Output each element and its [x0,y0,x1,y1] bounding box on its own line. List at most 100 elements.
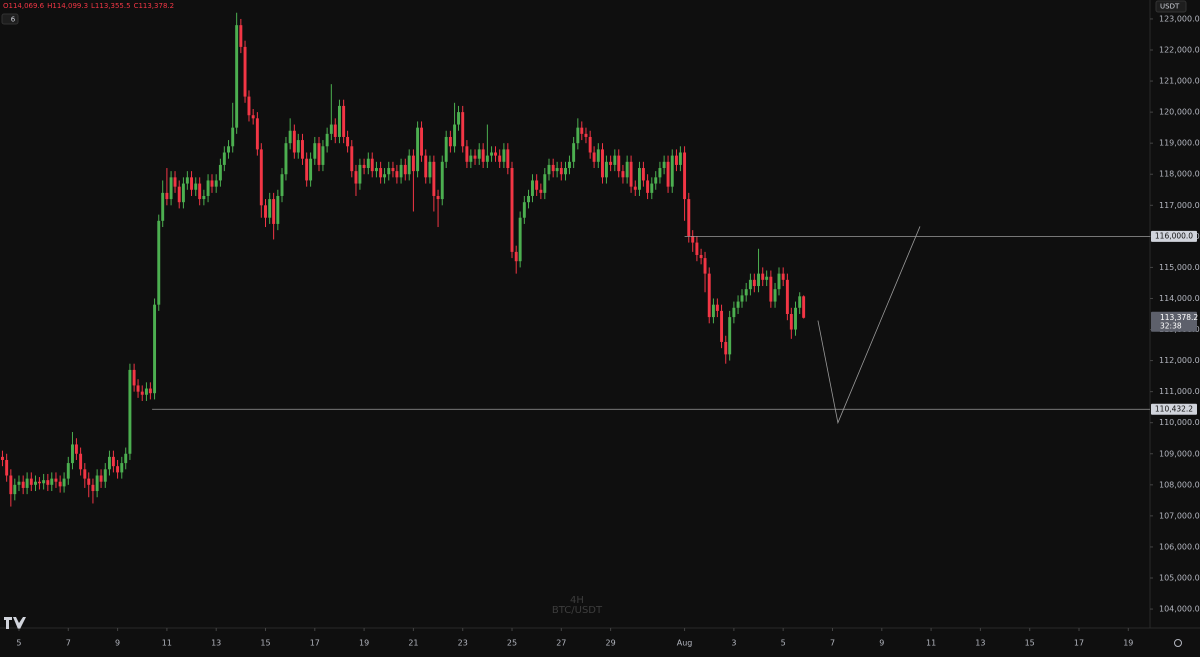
candle-body [91,484,95,492]
y-tick-label: 115,000.0 [1159,263,1200,272]
plot [0,12,1150,507]
candle-body [662,161,666,169]
candle-body [391,168,395,172]
candle-body [177,186,181,203]
logo[interactable] [4,617,26,629]
currency[interactable]: USDT [1160,3,1180,11]
candle-body [711,304,715,318]
candle-body [535,180,539,190]
ohlc-value: L113,355.5 [91,2,131,10]
ohlc-value: H114,099.3 [47,2,88,10]
candle-body [255,118,259,150]
candle-body [658,168,662,178]
candle-body [83,469,87,479]
candle-body [62,478,66,487]
candle-body [227,146,230,153]
currency-badge[interactable] [1155,0,1187,13]
candle-body [272,199,276,224]
candle-body [325,133,329,147]
candle-body [477,149,481,159]
x-tick-label: 3 [731,639,736,648]
candle-body [34,481,37,485]
candle-body [140,391,144,395]
candle-body [280,174,284,196]
candle-body [633,186,637,190]
ohlc-value: O114,069.6 [3,2,45,10]
candle-body [641,168,645,181]
candle-body [173,177,177,187]
candle-body [724,341,728,355]
candle-body [592,152,596,162]
candle-body [789,314,793,330]
candle-body [383,174,387,178]
candle-body [276,195,280,224]
y-tick-label: 109,000.0 [1159,449,1200,458]
candle-body [416,127,420,172]
candle-body [235,25,239,128]
candle-body [683,152,687,200]
candle-body [748,279,752,290]
candle-body [66,463,70,479]
candle-body [576,127,580,144]
y-tick-label: 121,000.0 [1159,77,1200,86]
candle-body [395,171,399,178]
last-price-label: 113,378.2 [1160,313,1198,322]
candle-body [190,177,194,190]
x-tick-label: 5 [16,639,21,648]
candle-body [42,480,46,484]
ohlc-header: O114,069.6 H114,099.3 L113,355.5 C113,378.2 [3,2,174,10]
candle-body [25,478,29,488]
candle-body [498,155,502,162]
candle-body [387,168,391,175]
indicator-badge[interactable] [1,13,19,25]
candle-body [317,143,321,165]
candle-body [654,177,658,184]
candle-body [555,168,559,172]
candle-body [674,155,678,165]
y-tick-label: 112,000.0 [1159,356,1200,365]
candle-body [231,127,235,147]
candle-body [313,143,317,159]
candle-body [210,180,214,187]
candle-body [584,133,588,137]
candle-body [551,164,555,172]
candle-body [444,136,448,162]
x-tick-label: 19 [1123,639,1133,648]
candle-body [337,105,341,137]
candle-body [37,481,41,484]
x-tick-label: 7 [66,639,71,648]
candle-body [218,164,222,181]
candle-body [292,130,296,153]
candle-body [169,177,173,200]
candle-body [321,146,325,165]
candle-body [50,478,54,485]
candle-body [732,307,736,318]
candle-body [342,105,346,137]
y-tick-label: 114,000.0 [1159,294,1200,303]
candle-body [728,317,732,355]
candle-body [703,258,707,274]
candle-body [588,136,592,153]
x-tick-label: Aug [677,639,693,648]
y-tick-label: 117,000.0 [1159,201,1200,210]
candle-body [765,276,769,280]
candle-body [744,289,748,296]
candle-body [485,155,489,162]
candle-body [740,295,744,302]
y-tick-label: 107,000.0 [1159,511,1200,520]
candle-body [420,127,424,156]
settings-icon[interactable] [1174,639,1182,647]
indicator-count[interactable]: 6 [11,16,16,24]
candle-body [407,155,411,175]
candle-body [374,168,378,172]
level-label-box [1151,230,1197,242]
candle-body [259,149,263,206]
candle-body [9,475,13,495]
candle-body [547,164,551,175]
candle-body [720,310,724,342]
candle-body [17,481,21,485]
y-tick-label: 119,000.0 [1159,139,1200,148]
candle-body [153,304,157,394]
